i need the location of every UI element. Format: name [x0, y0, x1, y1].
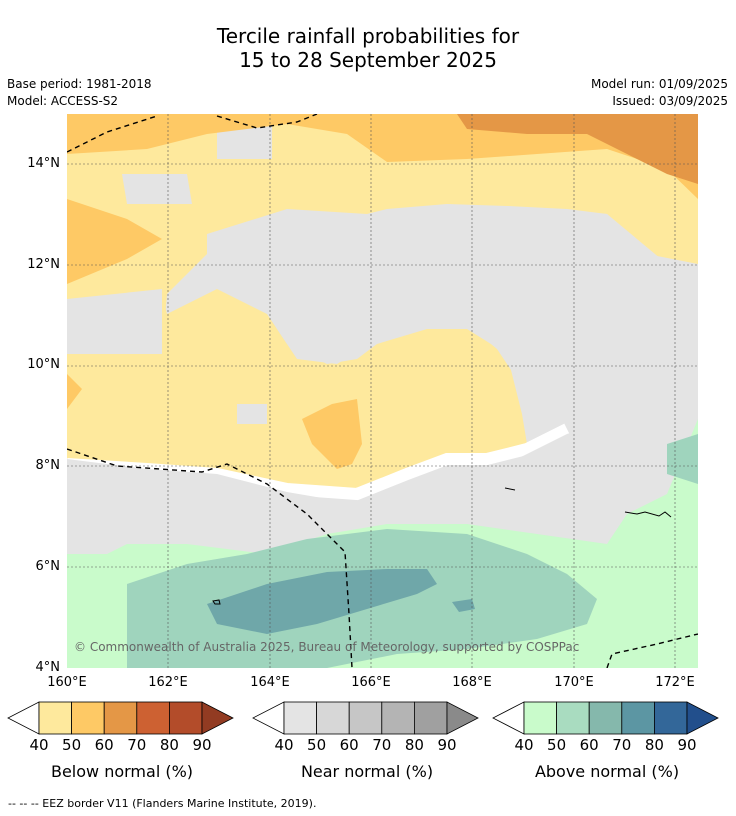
below-normal-50-centre: [302, 399, 362, 469]
colorbar-cell-3: [381, 701, 415, 735]
near-normal-patch-small: [237, 404, 267, 424]
colorbar-max-arrow: [201, 701, 234, 735]
colorbar-tick-40: 40: [29, 736, 49, 754]
lat-label-14n: 14°N: [27, 156, 60, 171]
below-normal-50-top: [67, 114, 698, 199]
colorbar-cell-3: [136, 701, 170, 735]
model-run: Model run: 01/09/2025: [590, 77, 728, 91]
lon-label-160e: 160°E: [47, 675, 87, 690]
colorbar-tick-90: 90: [437, 736, 457, 754]
eez-borders: [67, 114, 698, 668]
colorbar-tick-80: 80: [644, 736, 664, 754]
eez-footnote: -- -- -- EEZ border V11 (Flanders Marine…: [8, 797, 317, 810]
colorbar-cell-3: [621, 701, 655, 735]
colorbar-tick-90: 90: [677, 736, 697, 754]
lat-label-4n: 4°N: [35, 660, 61, 675]
legend-label-above: Above normal (%): [534, 762, 680, 781]
colorbar-tick-80: 80: [404, 736, 424, 754]
colorbar-cell-4: [653, 701, 688, 735]
colorbar-cell-0: [523, 701, 557, 735]
lon-label-170e: 170°E: [554, 675, 594, 690]
colorbar-tick-70: 70: [612, 736, 632, 754]
near-normal-patch-top: [217, 126, 272, 159]
colorbar-tick-70: 70: [127, 736, 147, 754]
near-normal-patch-left: [122, 174, 192, 204]
colorbar-min-arrow: [252, 701, 285, 735]
legend-label-below: Below normal (%): [50, 762, 194, 781]
colorbar-cell-2: [588, 701, 623, 735]
lon-label-172e: 172°E: [655, 675, 695, 690]
colorbar-tick-50: 50: [307, 736, 327, 754]
colorbar-tick-40: 40: [514, 736, 534, 754]
base-period: Base period: 1981-2018: [7, 77, 152, 91]
colorbar-cell-1: [316, 701, 350, 735]
colorbar-near-normal: [252, 701, 479, 735]
colorbar-tick-70: 70: [372, 736, 392, 754]
copyright-notice: © Commonwealth of Australia 2025, Bureau…: [74, 640, 580, 654]
colorbar-cell-4: [168, 701, 203, 735]
colorbar-min-arrow: [7, 701, 40, 735]
lon-label-166e: 166°E: [351, 675, 391, 690]
below-normal-40-central: [67, 289, 527, 494]
colorbar-cell-0: [283, 701, 317, 735]
model-name: Model: ACCESS-S2: [7, 94, 119, 108]
colorbar-tick-90: 90: [192, 736, 212, 754]
colorbar-min-arrow: [492, 701, 525, 735]
colorbar-cell-1: [71, 701, 105, 735]
rainfall-probability-map: [67, 114, 698, 668]
colorbar-tick-60: 60: [94, 736, 114, 754]
map-gridlines: [67, 114, 698, 668]
lon-label-168e: 168°E: [452, 675, 492, 690]
below-normal-40-region: [67, 114, 698, 364]
islands: [212, 487, 672, 605]
above-normal-60-spot: [452, 599, 475, 612]
colorbar-tick-40: 40: [274, 736, 294, 754]
colorbar-cell-2: [348, 701, 383, 735]
lat-label-10n: 10°N: [27, 357, 60, 372]
colorbar-cell-2: [103, 701, 138, 735]
colorbar-tick-60: 60: [339, 736, 359, 754]
lat-label-6n: 6°N: [35, 559, 61, 574]
near-normal-patch-west: [67, 289, 162, 354]
near-normal-lower-band: [67, 414, 698, 554]
colorbar-max-arrow: [686, 701, 719, 735]
below-normal-60-top: [457, 114, 698, 184]
legend-label-near: Near normal (%): [300, 762, 434, 781]
colorbar-cell-0: [38, 701, 72, 735]
colorbar-max-arrow: [446, 701, 479, 735]
colorbar-tick-50: 50: [62, 736, 82, 754]
lon-label-164e: 164°E: [250, 675, 290, 690]
lon-label-162e: 162°E: [148, 675, 188, 690]
title-line-1: Tercile rainfall probabilities for: [216, 24, 520, 48]
above-normal-60-region: [207, 569, 437, 634]
colorbar-above-normal: [492, 701, 719, 735]
below-normal-50-west: [67, 199, 162, 284]
below-normal-50-edge: [67, 374, 82, 409]
issued-date: Issued: 03/09/2025: [612, 94, 728, 108]
title-line-2: 15 to 28 September 2025: [239, 48, 497, 72]
colorbar-below-normal: [7, 701, 234, 735]
colorbar-tick-80: 80: [159, 736, 179, 754]
lat-label-8n: 8°N: [35, 458, 61, 473]
colorbar-cell-4: [413, 701, 448, 735]
colorbar-tick-50: 50: [547, 736, 567, 754]
colorbar-tick-60: 60: [579, 736, 599, 754]
colorbar-cell-1: [556, 701, 590, 735]
lat-label-12n: 12°N: [27, 257, 60, 272]
